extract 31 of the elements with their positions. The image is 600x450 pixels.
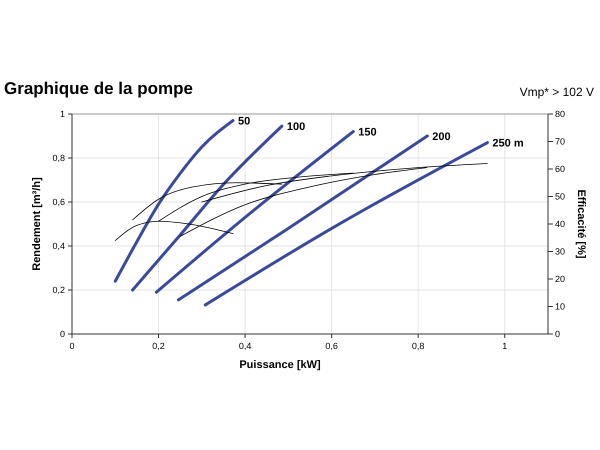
x-tick-label: 0,6 (325, 341, 338, 351)
x-tick-label: 0,8 (412, 341, 424, 351)
series-label: 200 (432, 131, 451, 143)
y-tick-label: 1 (60, 109, 65, 119)
y2-tick-label: 40 (555, 219, 566, 229)
series-label: 250 m (492, 138, 524, 150)
y-tick-label: 0,6 (52, 197, 65, 207)
y2-tick-label: 10 (555, 302, 566, 312)
y-tick-label: 0,8 (52, 153, 65, 163)
x-tick-label: 0,2 (152, 341, 165, 351)
y-axis-title: Rendement [m³/h] (31, 176, 43, 271)
x-tick-label: 1 (502, 341, 508, 351)
y2-tick-label: 0 (555, 329, 560, 339)
series-label: 50 (238, 116, 250, 128)
chart-title: Graphique de la pompe (4, 79, 193, 98)
series-label: 100 (286, 121, 306, 134)
chart-subtitle: Vmp* > 102 V (520, 85, 594, 99)
x-axis-title: Puissance [kW] (239, 359, 321, 371)
y2-tick-label: 30 (555, 246, 566, 256)
x-tick-label: 0 (69, 341, 75, 351)
x-tick-label: 0,4 (238, 341, 252, 351)
y2-axis-title: Efficacité [%] (575, 189, 587, 259)
y-tick-label: 0,4 (52, 241, 65, 251)
y-tick-label: 0,2 (52, 285, 65, 295)
y-tick-label: 0 (60, 329, 65, 339)
y2-tick-label: 70 (555, 136, 566, 146)
y2-tick-label: 20 (555, 274, 566, 284)
series-label: 150 (358, 126, 377, 139)
y2-tick-label: 80 (555, 109, 566, 119)
y2-tick-label: 60 (555, 164, 566, 174)
y2-tick-label: 50 (555, 192, 566, 202)
